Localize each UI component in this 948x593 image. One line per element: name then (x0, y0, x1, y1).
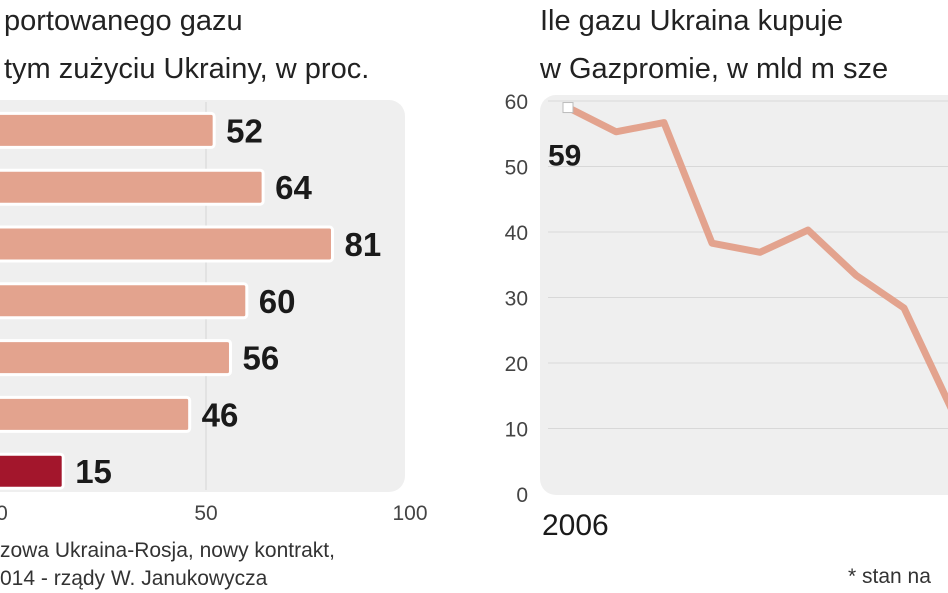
chart-title: Ile gazu Ukraina kupuje (540, 5, 843, 37)
x-tick-label: 0 (0, 502, 8, 525)
y-tick-label: 20 (505, 353, 528, 376)
bar (0, 452, 65, 490)
value-label: 15 (75, 453, 112, 490)
footnote: * stan na (848, 565, 931, 588)
chart-title: w Gazpromie, w mld m sze (539, 53, 888, 85)
value-label: 64 (275, 169, 312, 206)
bar (0, 225, 334, 263)
value-label: 46 (202, 396, 239, 433)
bar (0, 168, 265, 206)
note: 014 - rządy W. Janukowycza (0, 567, 268, 590)
value-label: 56 (242, 340, 279, 377)
bar (0, 339, 232, 377)
chart-title: tym zużyciu Ukrainy, w proc. (4, 53, 369, 85)
bar (0, 282, 249, 320)
y-tick-label: 0 (516, 484, 528, 507)
bar (0, 111, 216, 149)
marker (562, 102, 574, 114)
line-series (566, 104, 948, 410)
value-label: 81 (344, 226, 381, 263)
y-tick-label: 40 (505, 222, 528, 245)
value-label: 52 (226, 112, 263, 149)
x-tick-label: 100 (392, 502, 427, 525)
value-label: 59 (548, 140, 581, 173)
y-tick-label: 60 (505, 91, 528, 114)
x-tick-label: 50 (194, 502, 217, 525)
value-label: 60 (259, 283, 296, 320)
plot-background (540, 95, 948, 495)
note: zowa Ukraina-Rosja, nowy kontrakt, (0, 539, 335, 562)
x-tick-label: 2006 (542, 509, 609, 542)
y-tick-label: 50 (505, 157, 528, 180)
bar (0, 395, 192, 433)
y-tick-label: 10 (505, 419, 528, 442)
y-tick-label: 30 (505, 288, 528, 311)
chart-title: portowanego gazu (4, 5, 243, 37)
